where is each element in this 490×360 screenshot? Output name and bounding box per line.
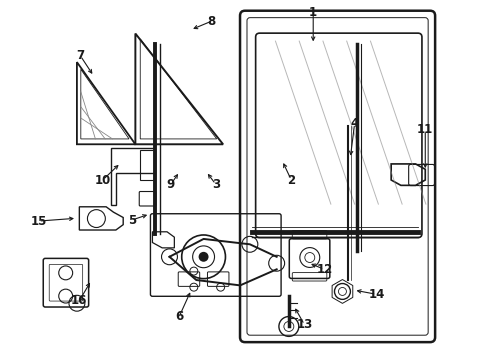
Text: 1: 1 — [309, 6, 317, 19]
Text: 10: 10 — [95, 174, 111, 186]
Text: 15: 15 — [30, 215, 47, 228]
Text: 2: 2 — [287, 174, 295, 186]
Text: 16: 16 — [71, 294, 88, 307]
Circle shape — [198, 252, 209, 262]
Text: 4: 4 — [350, 117, 359, 130]
Text: 5: 5 — [128, 213, 136, 226]
Text: 12: 12 — [316, 263, 333, 276]
Text: 8: 8 — [208, 14, 216, 27]
Text: 14: 14 — [368, 288, 385, 301]
Text: 9: 9 — [167, 178, 175, 191]
Text: 13: 13 — [296, 318, 313, 331]
Text: 7: 7 — [76, 49, 84, 62]
Text: 6: 6 — [175, 310, 183, 323]
Text: 3: 3 — [212, 178, 220, 191]
Text: 11: 11 — [417, 123, 433, 136]
